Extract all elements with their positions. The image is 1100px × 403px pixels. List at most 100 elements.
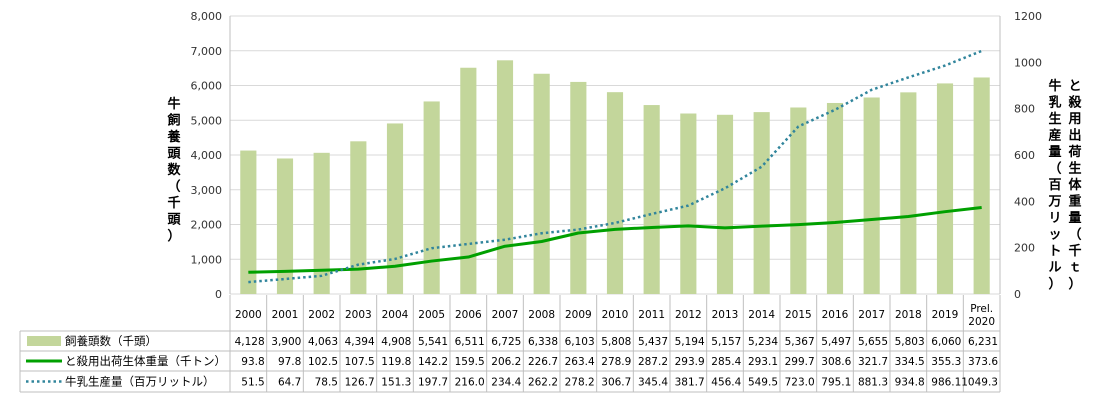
x-tick-label: 2010: [602, 309, 629, 321]
x-tick-label: 2018: [895, 309, 922, 321]
x-tick-label: 2008: [528, 309, 555, 321]
table-cell: 293.1: [748, 356, 778, 368]
table-cell: 5,157: [711, 336, 741, 348]
y-left-tick-label: 5,000: [191, 114, 223, 127]
bar: [753, 112, 770, 294]
table-cell: 142.2: [418, 356, 448, 368]
table-cell: 5,803: [895, 336, 925, 348]
bar: [276, 158, 294, 294]
bar: [533, 73, 550, 294]
bar: [643, 105, 660, 295]
table-cell: 306.7: [601, 377, 631, 389]
bar: [680, 113, 697, 294]
y-right-tick-label: 0: [1014, 288, 1021, 301]
table-cell: 1049.3: [961, 377, 998, 389]
legend-label: 牛乳生産量（百万リットル）: [65, 375, 215, 389]
table-cell: 278.9: [601, 356, 631, 368]
table-cell: 64.7: [278, 377, 301, 389]
table-cell: 206.2: [491, 356, 521, 368]
table-cell: 5,367: [785, 336, 815, 348]
table-cell: 308.6: [821, 356, 851, 368]
table-cell: 381.7: [675, 377, 705, 389]
y-right-tick-label: 800: [1014, 103, 1035, 116]
bar: [606, 92, 624, 294]
bar: [240, 150, 257, 294]
table-cell: 986.1: [931, 377, 961, 389]
table-cell: 299.7: [785, 356, 815, 368]
x-tick-label: 2001: [272, 309, 299, 321]
x-tick-label: 2011: [638, 309, 665, 321]
y-left-tick-label: 0: [215, 288, 222, 301]
table-cell: 345.4: [638, 377, 668, 389]
table-cell: 234.4: [491, 377, 521, 389]
table-cell: 287.2: [638, 356, 668, 368]
table-cell: 881.3: [858, 377, 888, 389]
legend-label: と殺用出荷生体重量（千トン）: [65, 354, 226, 368]
x-tick-label: 2015: [785, 309, 812, 321]
legend-key-bar: [27, 336, 61, 346]
y-left-tick-label: 6,000: [191, 80, 223, 93]
table-cell: 119.8: [381, 356, 411, 368]
y-left-tick-label: 1,000: [191, 253, 223, 266]
bar-series-head-count: [240, 60, 990, 295]
table-cell: 6,060: [931, 336, 961, 348]
table-cell: 5,655: [858, 336, 888, 348]
bar: [936, 83, 954, 294]
x-tick-label: Prel. 2020: [968, 303, 995, 328]
bar: [496, 60, 514, 295]
table-cell: 4,394: [345, 336, 375, 348]
table-cell: 5,437: [638, 336, 668, 348]
x-tick-label: 2013: [712, 309, 739, 321]
y-axis-left: 0 1,000 2,000 3,000 4,000 5,000 6,000 7,000 8,00…: [191, 10, 223, 301]
table-cell: 6,103: [565, 336, 595, 348]
table-cell: 126.7: [345, 377, 375, 389]
table-cell: 321.7: [858, 356, 888, 368]
y-left-tick-label: 8,000: [191, 10, 223, 23]
bar: [460, 67, 477, 294]
legend-label: 飼養頭数（千頭）: [65, 334, 157, 348]
table-cell: 197.7: [418, 377, 448, 389]
table-cell: 5,541: [418, 336, 448, 348]
table-cell: 78.5: [315, 377, 338, 389]
bar: [900, 92, 917, 294]
y-right-tick-label: 400: [1014, 195, 1035, 208]
table-cell: 6,231: [968, 336, 998, 348]
y-axis-right: 0 200 400 600 800 1000 1200: [1014, 10, 1042, 301]
table-cell: 151.3: [381, 377, 411, 389]
bar: [570, 81, 587, 295]
table-cell: 51.5: [241, 377, 264, 389]
table-cell: 355.3: [931, 356, 961, 368]
x-tick-label: 2004: [382, 309, 409, 321]
x-tick-label: 2009: [565, 309, 592, 321]
bar: [313, 152, 330, 294]
y-left-tick-label: 2,000: [191, 219, 223, 232]
table-cell: 549.5: [748, 377, 778, 389]
table-cell: 5,194: [675, 336, 705, 348]
table-cell: 373.6: [968, 356, 998, 368]
y-axis-right-label-slaughter: と殺用出荷生体重量（千ｔ）: [1067, 79, 1082, 292]
y-right-tick-label: 1000: [1014, 56, 1042, 69]
bar: [973, 77, 990, 294]
y-left-tick-label: 4,000: [191, 149, 223, 162]
y-right-tick-label: 600: [1014, 149, 1035, 162]
table-cell: 285.4: [711, 356, 741, 368]
x-tick-label: 2014: [748, 309, 775, 321]
table-cell: 456.4: [711, 377, 741, 389]
y-axis-right-label-milk: 牛乳生産量（百万リットル）: [1047, 78, 1061, 292]
x-tick-label: 2017: [858, 309, 885, 321]
table-cell: 4,128: [235, 336, 265, 348]
bar: [423, 101, 440, 294]
bar: [716, 114, 734, 294]
data-table: 2000 2001 2002 2003 2004 2005 2006 2007 2008 2009…: [19, 295, 1001, 393]
bar: [826, 102, 844, 294]
x-tick-label: 2000: [235, 309, 262, 321]
line-slaughter-weight: [248, 205, 982, 274]
x-tick-label: 2007: [492, 309, 519, 321]
y-right-tick-label: 1200: [1014, 10, 1042, 23]
x-tick-label: 2003: [345, 309, 372, 321]
bar: [790, 107, 807, 294]
table-cell: 97.8: [278, 356, 301, 368]
table-cell: 723.0: [785, 377, 815, 389]
table-cell: 4,908: [381, 336, 411, 348]
y-left-tick-label: 3,000: [191, 184, 223, 197]
